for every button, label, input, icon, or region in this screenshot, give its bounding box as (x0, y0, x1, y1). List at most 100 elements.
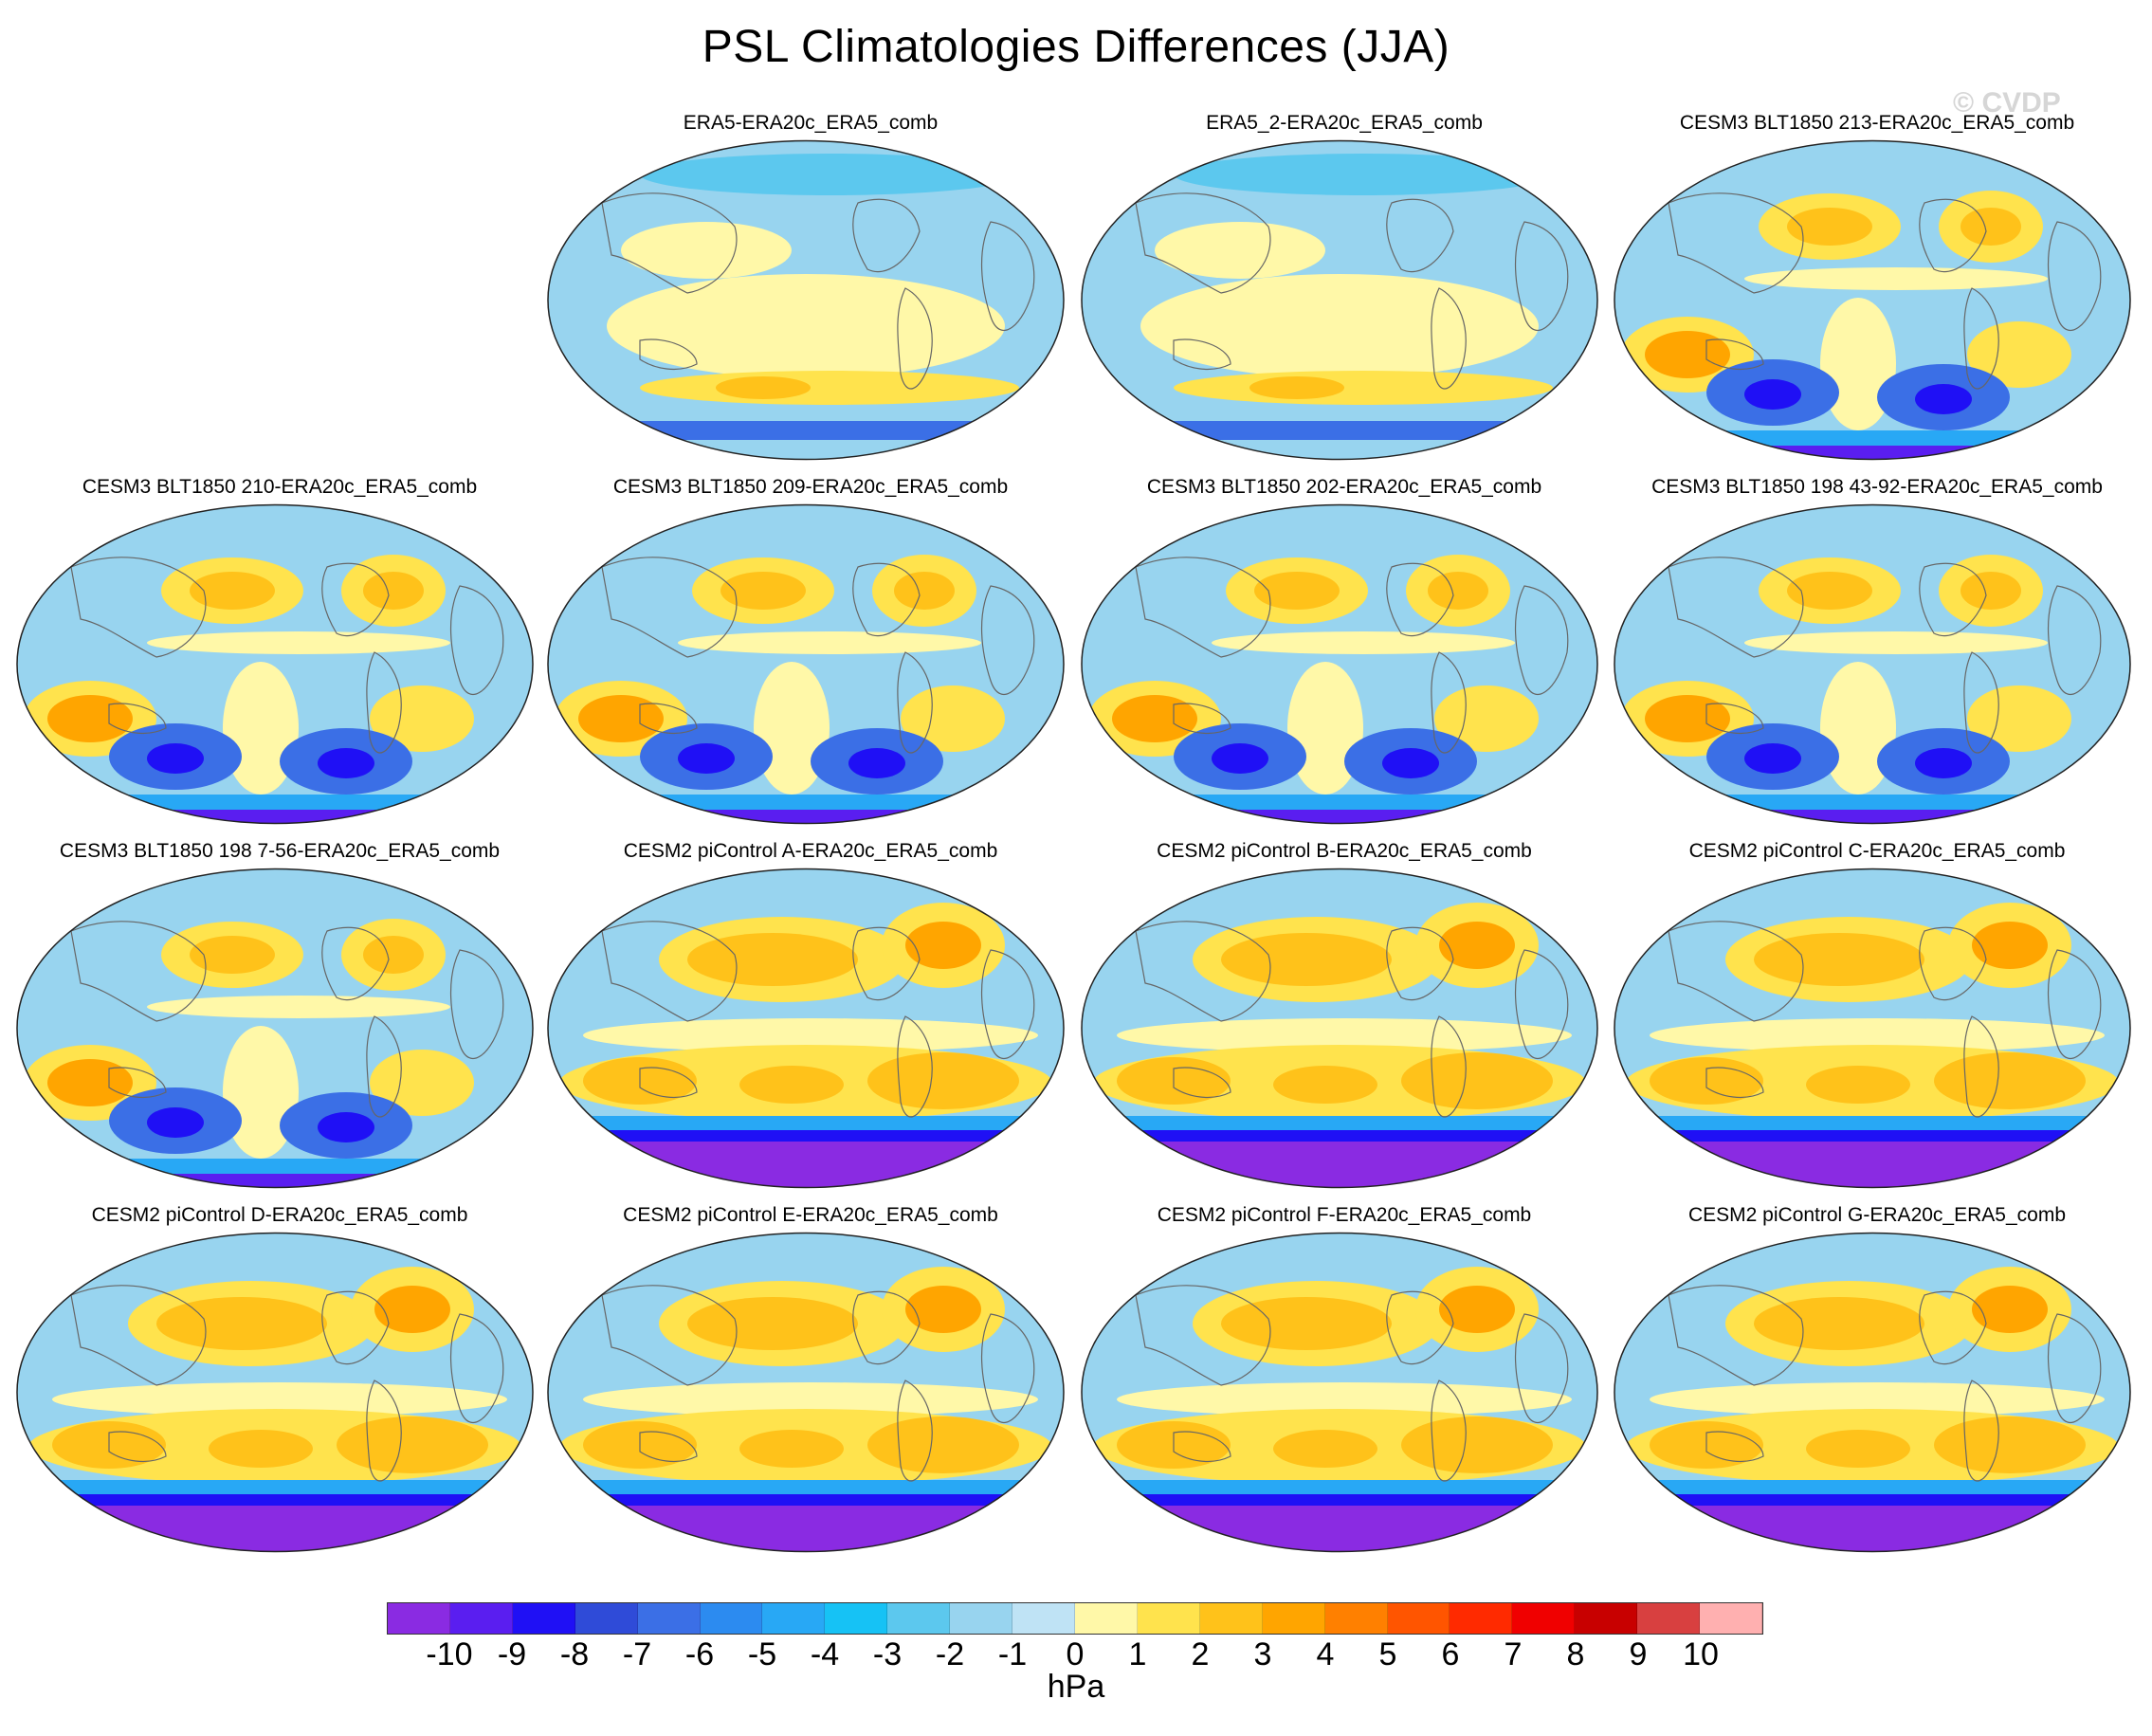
colorbar-tick-label: -5 (747, 1636, 777, 1672)
anomaly-contour (678, 743, 735, 774)
anomaly-contour (621, 222, 792, 279)
colorbar-units: hPa (1047, 1669, 1105, 1705)
colorbar-tick-label: -2 (935, 1636, 965, 1672)
anomaly-band (17, 1174, 533, 1188)
anomaly-contour (607, 274, 1005, 378)
colorbar-cell (1387, 1603, 1450, 1634)
coastline (1431, 287, 1467, 390)
colorbar-cell (762, 1603, 826, 1634)
coastline (980, 1313, 1035, 1423)
coastline (980, 585, 1035, 695)
map-panel: CESM3 BLT1850 198 7-56-ERA20c_ERA5_comb (14, 838, 545, 1192)
map-plot (547, 139, 1065, 461)
map-boundary (1081, 139, 1598, 461)
colorbar-cell (1199, 1603, 1263, 1634)
map-plot (16, 1232, 534, 1553)
anomaly-contour (1249, 376, 1344, 399)
coastline (70, 1285, 207, 1386)
anomaly-contour (1744, 631, 2048, 654)
anomaly-contour (1806, 1066, 1910, 1104)
map-plot (16, 868, 534, 1189)
panel-title: CESM3 BLT1850 209-ERA20c_ERA5_comb (612, 476, 1009, 498)
coastline (108, 703, 167, 734)
watermark: © CVDP (1953, 87, 2061, 119)
anomaly-contour (1439, 1286, 1515, 1333)
anomaly-contour (867, 1052, 1019, 1109)
anomaly-contour (739, 1430, 844, 1468)
anomaly-contour (147, 631, 450, 654)
map-boundary (1614, 1232, 2131, 1553)
anomaly-contour (47, 695, 133, 742)
colorbar-tick-label: -7 (622, 1636, 652, 1672)
anomaly-band (1614, 810, 2130, 824)
map-plot (1614, 868, 2131, 1189)
map-boundary (1081, 1232, 1598, 1553)
anomaly-contour (374, 1286, 450, 1333)
anomaly-contour (1439, 922, 1515, 969)
anomaly-contour (1744, 743, 1801, 774)
coastline (1514, 949, 1569, 1059)
coastline (1173, 338, 1231, 370)
colorbar-tick-label: 0 (1066, 1636, 1085, 1672)
colorbar-tick-label: 10 (1683, 1636, 1719, 1672)
anomaly-contour (1915, 748, 1972, 778)
map-plot (547, 868, 1065, 1189)
coastline (1173, 1067, 1231, 1098)
anomaly-band (548, 1506, 1064, 1552)
panel-title: CESM2 piControl B-ERA20c_ERA5_comb (1157, 840, 1532, 862)
coastline (897, 1380, 933, 1482)
map-plot (1081, 503, 1598, 825)
map-plot (1081, 139, 1598, 461)
colorbar-cell (1262, 1603, 1325, 1634)
anomaly-contour (52, 1382, 507, 1416)
panel-title: CESM2 piControl E-ERA20c_ERA5_comb (623, 1204, 998, 1226)
anomaly-contour (318, 1112, 374, 1142)
map-boundary (1081, 868, 1598, 1189)
anomaly-contour (1787, 208, 1872, 246)
colorbar-cell (825, 1603, 888, 1634)
coastline (366, 1015, 402, 1118)
coastline (1386, 198, 1454, 273)
coastline (321, 562, 390, 637)
anomaly-contour (1645, 695, 1730, 742)
anomaly-contour (678, 631, 981, 654)
anomaly-contour (190, 936, 275, 974)
coastline (1963, 1380, 1999, 1482)
anomaly-contour (363, 572, 424, 610)
coastline (1705, 1431, 1764, 1462)
map-boundary (547, 139, 1065, 461)
map-panel: CESM2 piControl F-ERA20c_ERA5_comb (1079, 1202, 1610, 1556)
panel-title: CESM2 piControl D-ERA20c_ERA5_comb (91, 1204, 468, 1226)
anomaly-contour (894, 572, 955, 610)
colorbar-cell (1575, 1603, 1638, 1634)
map-panel: CESM2 piControl D-ERA20c_ERA5_comb (14, 1202, 545, 1556)
anomaly-contour (209, 1430, 313, 1468)
coastline (1431, 1380, 1467, 1482)
anomaly-contour (1221, 933, 1392, 986)
coastline (639, 1067, 698, 1098)
colorbar-tick-label: -6 (684, 1636, 715, 1672)
map-panel: CESM2 piControl A-ERA20c_ERA5_comb (545, 838, 1076, 1192)
coastline (108, 1067, 167, 1098)
colorbar-cell (887, 1603, 951, 1634)
coastline (1705, 703, 1764, 734)
coastline (1963, 287, 1999, 390)
panel-title: ERA5_2-ERA20c_ERA5_comb (1206, 112, 1483, 134)
colorbar-cell (700, 1603, 763, 1634)
anomaly-contour (1212, 631, 1515, 654)
panel-title: ERA5-ERA20c_ERA5_comb (683, 112, 939, 134)
anomaly-contour (739, 1066, 844, 1104)
anomaly-contour (47, 1059, 133, 1106)
map-panel: CESM3 BLT1850 210-ERA20c_ERA5_comb (14, 474, 545, 828)
coastline (2047, 585, 2102, 695)
panel-title: CESM2 piControl G-ERA20c_ERA5_comb (1688, 1204, 2066, 1226)
anomaly-contour (1744, 267, 2048, 290)
anomaly-contour (905, 922, 981, 969)
anomaly-contour (1934, 1416, 2086, 1473)
anomaly-contour (156, 1297, 327, 1350)
coastline (639, 703, 698, 734)
anomaly-contour (1212, 743, 1268, 774)
map-plot (1614, 1232, 2131, 1553)
colorbar-tick-label: 5 (1378, 1636, 1397, 1672)
colorbar-cell (1512, 1603, 1576, 1634)
